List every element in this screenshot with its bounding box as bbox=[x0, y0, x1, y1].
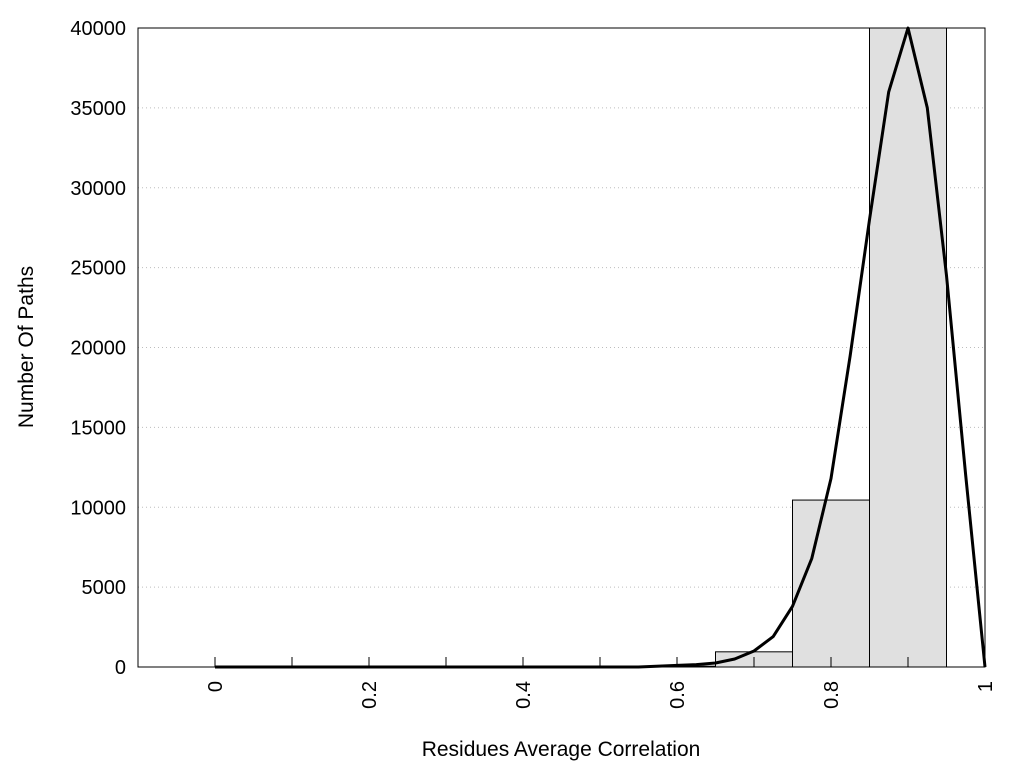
fit-curve-group bbox=[215, 26, 987, 669]
axis-ticks: 0 0.2 0.4 0.6 0.8 1 0 5000 10000 15000 20000 25000 3… bbox=[70, 18, 997, 709]
y-axis-label: Number Of Paths bbox=[15, 266, 38, 428]
plot-frame bbox=[137, 27, 986, 668]
y-tick-label: 10000 bbox=[70, 497, 126, 519]
x-tick-label: 1 bbox=[975, 681, 997, 692]
histogram-bar bbox=[792, 499, 870, 668]
x-tick-label: 0.4 bbox=[513, 681, 535, 709]
y-tick-label: 20000 bbox=[70, 338, 126, 360]
y-tick-label: 15000 bbox=[70, 417, 126, 439]
y-tick-label: 5000 bbox=[82, 577, 127, 599]
y-tick-label: 35000 bbox=[70, 98, 126, 120]
x-tick-label: 0 bbox=[205, 681, 227, 692]
x-tick-label: 0.2 bbox=[359, 681, 381, 709]
x-tick-label: 0.8 bbox=[821, 681, 843, 709]
y-tick-label: 0 bbox=[115, 657, 126, 679]
x-tick-label: 0.6 bbox=[667, 681, 689, 709]
histogram-bars bbox=[638, 27, 947, 668]
x-axis-label: Residues Average Correlation bbox=[422, 738, 701, 761]
y-tick-label: 40000 bbox=[70, 18, 126, 40]
fit-curve bbox=[215, 26, 987, 669]
y-tick-label: 30000 bbox=[70, 178, 126, 200]
y-tick-label: 25000 bbox=[70, 258, 126, 280]
histogram-bar bbox=[869, 27, 947, 668]
